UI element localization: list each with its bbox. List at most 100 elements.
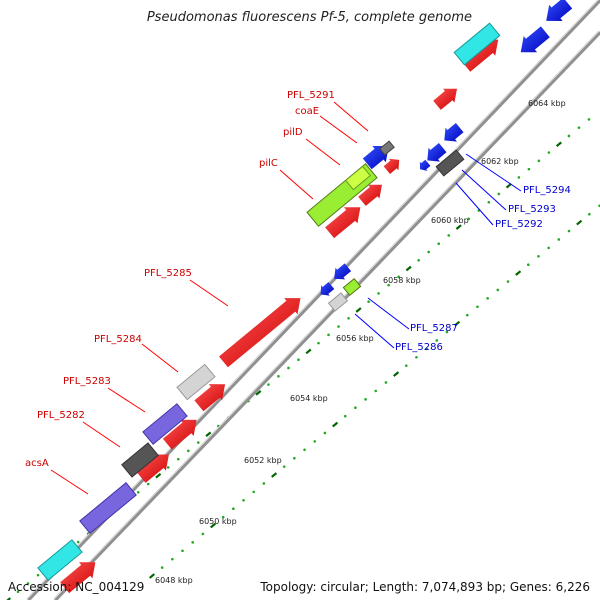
purple-gene-box: [142, 403, 188, 445]
gene-label: acsA: [25, 458, 49, 469]
tick-dot: [447, 234, 451, 237]
leader-line-blue: [354, 313, 395, 349]
reverse-gene-arrow: [444, 123, 464, 142]
reverse-gene-arrow: [546, 0, 573, 21]
tick-major: [305, 348, 312, 355]
kbp-label: 6062 kbp: [481, 157, 519, 166]
pilD-gene-box: [344, 165, 372, 191]
tick-dot: [506, 280, 510, 283]
tick-dot: [364, 398, 367, 401]
tick-dot: [465, 313, 469, 317]
tick-dot: [317, 341, 320, 345]
tick-major: [555, 141, 562, 148]
tick-dot: [415, 355, 418, 359]
gray-gene-box: [121, 442, 159, 478]
accession: Accession: NC_004129: [8, 580, 144, 594]
gray-gene-box: [379, 140, 395, 156]
forward-gene-arrow: [219, 298, 301, 368]
gene-label: PFL_5287: [410, 323, 458, 334]
tick-dot: [427, 250, 430, 254]
tick-dot: [252, 490, 256, 494]
tick-major: [405, 265, 412, 272]
gene-features: [37, 0, 573, 594]
tick-dot: [303, 448, 306, 452]
purple-gene-box: [79, 481, 137, 535]
tick-dot: [417, 258, 420, 262]
forward-gene-arrow: [162, 419, 197, 450]
gene-label: PFL_5294: [523, 185, 571, 196]
tick-dot: [496, 288, 500, 292]
tick-dot: [36, 573, 40, 577]
kbp-label: 6064 kbp: [528, 99, 566, 108]
tick-dot: [437, 242, 441, 245]
tick-major: [205, 431, 212, 438]
tick-dot: [588, 212, 591, 216]
green-gene-box: [342, 277, 362, 297]
leader-line-red: [319, 115, 358, 144]
tick-major: [255, 390, 262, 396]
leader-line-red: [50, 469, 89, 495]
tick-dot: [242, 498, 245, 502]
genome-title: Pseudomonas fluorescens Pf-5, complete g…: [146, 10, 472, 25]
tick-major: [210, 522, 217, 529]
backbone-line: [53, 30, 600, 600]
tick-major: [271, 472, 278, 478]
reverse-gene-arrow: [520, 26, 550, 53]
gene-label: PFL_5286: [395, 342, 443, 353]
tick-dot: [197, 441, 200, 444]
tick-dot: [293, 456, 296, 460]
forward-gene-arrow: [383, 158, 400, 174]
tick-dot: [171, 557, 174, 561]
tick-dot: [517, 176, 521, 179]
gene-label: PFL_5283: [63, 376, 111, 387]
tick-dot: [547, 246, 550, 250]
reverse-gene-arrow: [334, 263, 352, 280]
tick-dot: [262, 482, 266, 485]
tick-dot: [476, 305, 479, 309]
kbp-label: 6052 kbp: [244, 456, 282, 465]
lightgray-gene-box: [327, 292, 349, 312]
reverse-gene-arrow: [419, 159, 431, 171]
tick-major: [455, 224, 462, 230]
tick-dot: [181, 549, 184, 553]
tick-dot: [287, 366, 290, 370]
forward-gene-arrow: [325, 207, 361, 239]
tick-dot: [537, 254, 540, 258]
tick-dot: [337, 325, 340, 328]
tick-major: [355, 307, 362, 313]
tick-dot: [527, 167, 531, 171]
tick-major: [454, 320, 461, 327]
tick-dot: [374, 389, 378, 393]
leader-line-red: [189, 279, 229, 307]
forward-gene-arrow: [194, 384, 226, 412]
tick-dot: [497, 192, 501, 196]
tick-dot: [160, 566, 164, 569]
accession-value: NC_004129: [75, 580, 145, 594]
forward-gene-arrow: [60, 562, 96, 594]
kbp-label: 6050 kbp: [199, 517, 237, 526]
tick-dot: [277, 374, 280, 378]
gene-label: PFL_5285: [144, 268, 192, 279]
tick-major: [393, 371, 400, 377]
tick-dot: [557, 238, 561, 241]
kbp-label: 6060 kbp: [431, 216, 469, 225]
leader-line-red: [141, 343, 179, 373]
tick-dot: [347, 316, 350, 320]
tick-dot: [547, 151, 551, 154]
tick-dot: [343, 414, 347, 418]
forward-gene-arrow: [433, 88, 457, 110]
tick-dot: [16, 590, 20, 594]
accession-label: Accession:: [8, 580, 72, 594]
tick-rows: [6, 118, 600, 600]
tick-dot: [577, 126, 581, 129]
tick-dot: [486, 297, 489, 300]
tick-dot: [387, 283, 390, 287]
leader-line-red: [107, 387, 146, 413]
tick-dot: [354, 406, 357, 410]
tick-dot: [176, 457, 180, 461]
leader-line-blue: [367, 297, 410, 330]
tick-dot: [537, 159, 541, 163]
gene-label: PFL_5291: [287, 90, 335, 101]
kbp-label: 6058 kbp: [383, 276, 421, 285]
gene-label: PFL_5282: [37, 410, 85, 421]
